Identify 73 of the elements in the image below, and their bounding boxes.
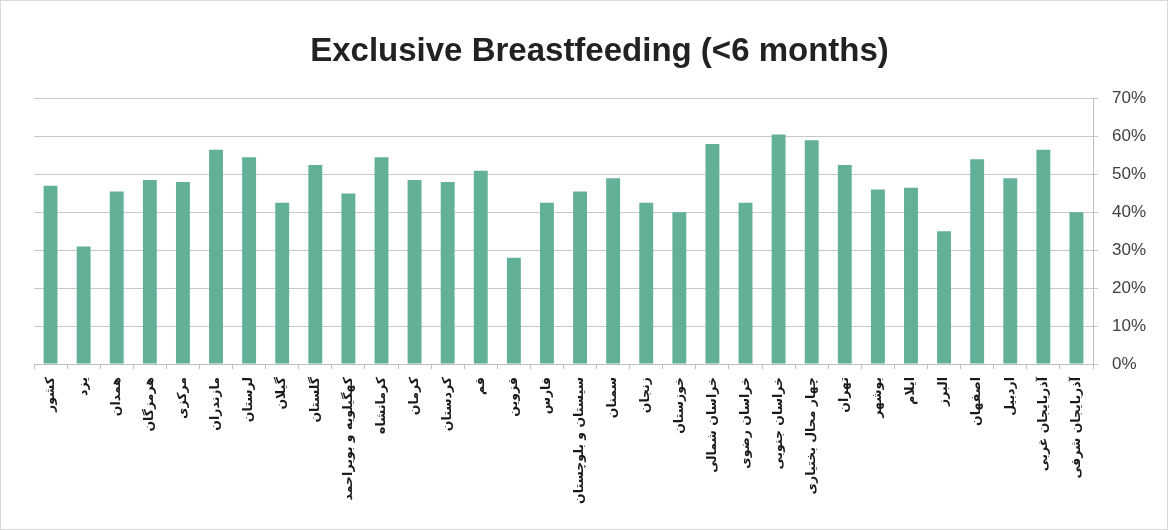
bar [1069, 212, 1084, 364]
bar [242, 157, 257, 364]
y-tick-label: 10% [1112, 315, 1147, 335]
y-tick-label: 0% [1112, 353, 1137, 373]
bar [341, 193, 356, 364]
x-tick-label: کرمانشاه [372, 376, 388, 434]
x-tick-label: قم [472, 377, 488, 395]
x-tick-label: کشور [41, 376, 57, 414]
bar [407, 180, 422, 364]
bar [142, 180, 157, 364]
x-tick-label: سیستان و بلوچستان [571, 377, 587, 504]
x-tick-label: بوشهر [869, 377, 885, 419]
bar [76, 246, 91, 364]
bar [275, 202, 290, 364]
x-tick-label: زنجان [637, 377, 653, 414]
bar [606, 178, 621, 364]
x-tick-label: همدان [107, 377, 123, 417]
bar [672, 212, 687, 364]
x-tick-label: یزد [74, 377, 90, 396]
x-tick-label: سمنان [604, 377, 620, 419]
y-tick-label: 20% [1112, 277, 1147, 297]
bar [175, 182, 190, 364]
bar [738, 202, 753, 364]
x-tick-label: گلستان [306, 376, 322, 423]
x-tick-label: اردبیل [1001, 377, 1017, 416]
bar [705, 144, 720, 364]
x-tick-label: اصفهان [968, 377, 984, 426]
y-tick-label: 40% [1112, 202, 1147, 222]
bar [970, 159, 985, 364]
x-tick-label: تهران [836, 377, 852, 413]
bar [209, 149, 223, 364]
y-tick-label: 60% [1112, 126, 1147, 146]
x-tick-label: فارس [538, 377, 554, 415]
bar [440, 182, 455, 364]
bar [639, 202, 654, 364]
x-tick-label: آذربایجان شرقی [1067, 376, 1083, 479]
bar [540, 202, 554, 364]
x-tick-label: قزوین [505, 377, 521, 417]
bar [109, 191, 124, 364]
x-tick-label: خوزستان [670, 377, 686, 434]
bar [937, 231, 952, 364]
x-tick-label: خراسان جنوبی [769, 377, 785, 470]
x-tick-label: خراسان رضوی [736, 377, 752, 469]
x-tick-label: آذربایجان غربی [1034, 376, 1050, 472]
bar [904, 187, 918, 364]
y-tick-label: 50% [1112, 164, 1147, 184]
bar [837, 164, 852, 364]
bar [308, 164, 323, 364]
bar [804, 140, 819, 364]
x-tick-label: البرز [935, 377, 951, 408]
x-tick-label: مازندران [207, 377, 223, 431]
bar [573, 191, 587, 364]
y-tick-label: 30% [1112, 239, 1147, 259]
bar [473, 170, 488, 364]
x-tick-label: هرمزگان [141, 377, 157, 432]
bar [1003, 178, 1018, 364]
x-tick-label: چهار محال بختیاری [802, 377, 818, 495]
bar [506, 257, 521, 364]
x-tick-label: گیلان [273, 376, 289, 410]
bar [43, 185, 58, 364]
bar [870, 189, 885, 364]
x-tick-label: کردستان [438, 376, 454, 432]
x-tick-label: کهگیلویه و بویراحمد [339, 376, 355, 501]
chart-title: Exclusive Breastfeeding (<6 months) [310, 30, 889, 68]
x-tick-label: لرستان [240, 377, 256, 423]
bar [771, 134, 786, 364]
y-tick-label: 70% [1112, 88, 1147, 108]
bar [1036, 149, 1051, 364]
x-tick-label: کرمان [405, 376, 421, 416]
x-tick-label: مرکزی [174, 377, 190, 420]
x-tick-label: خراسان شمالی [703, 377, 719, 473]
bar [374, 157, 389, 364]
x-tick-label: ایلام [902, 377, 919, 405]
